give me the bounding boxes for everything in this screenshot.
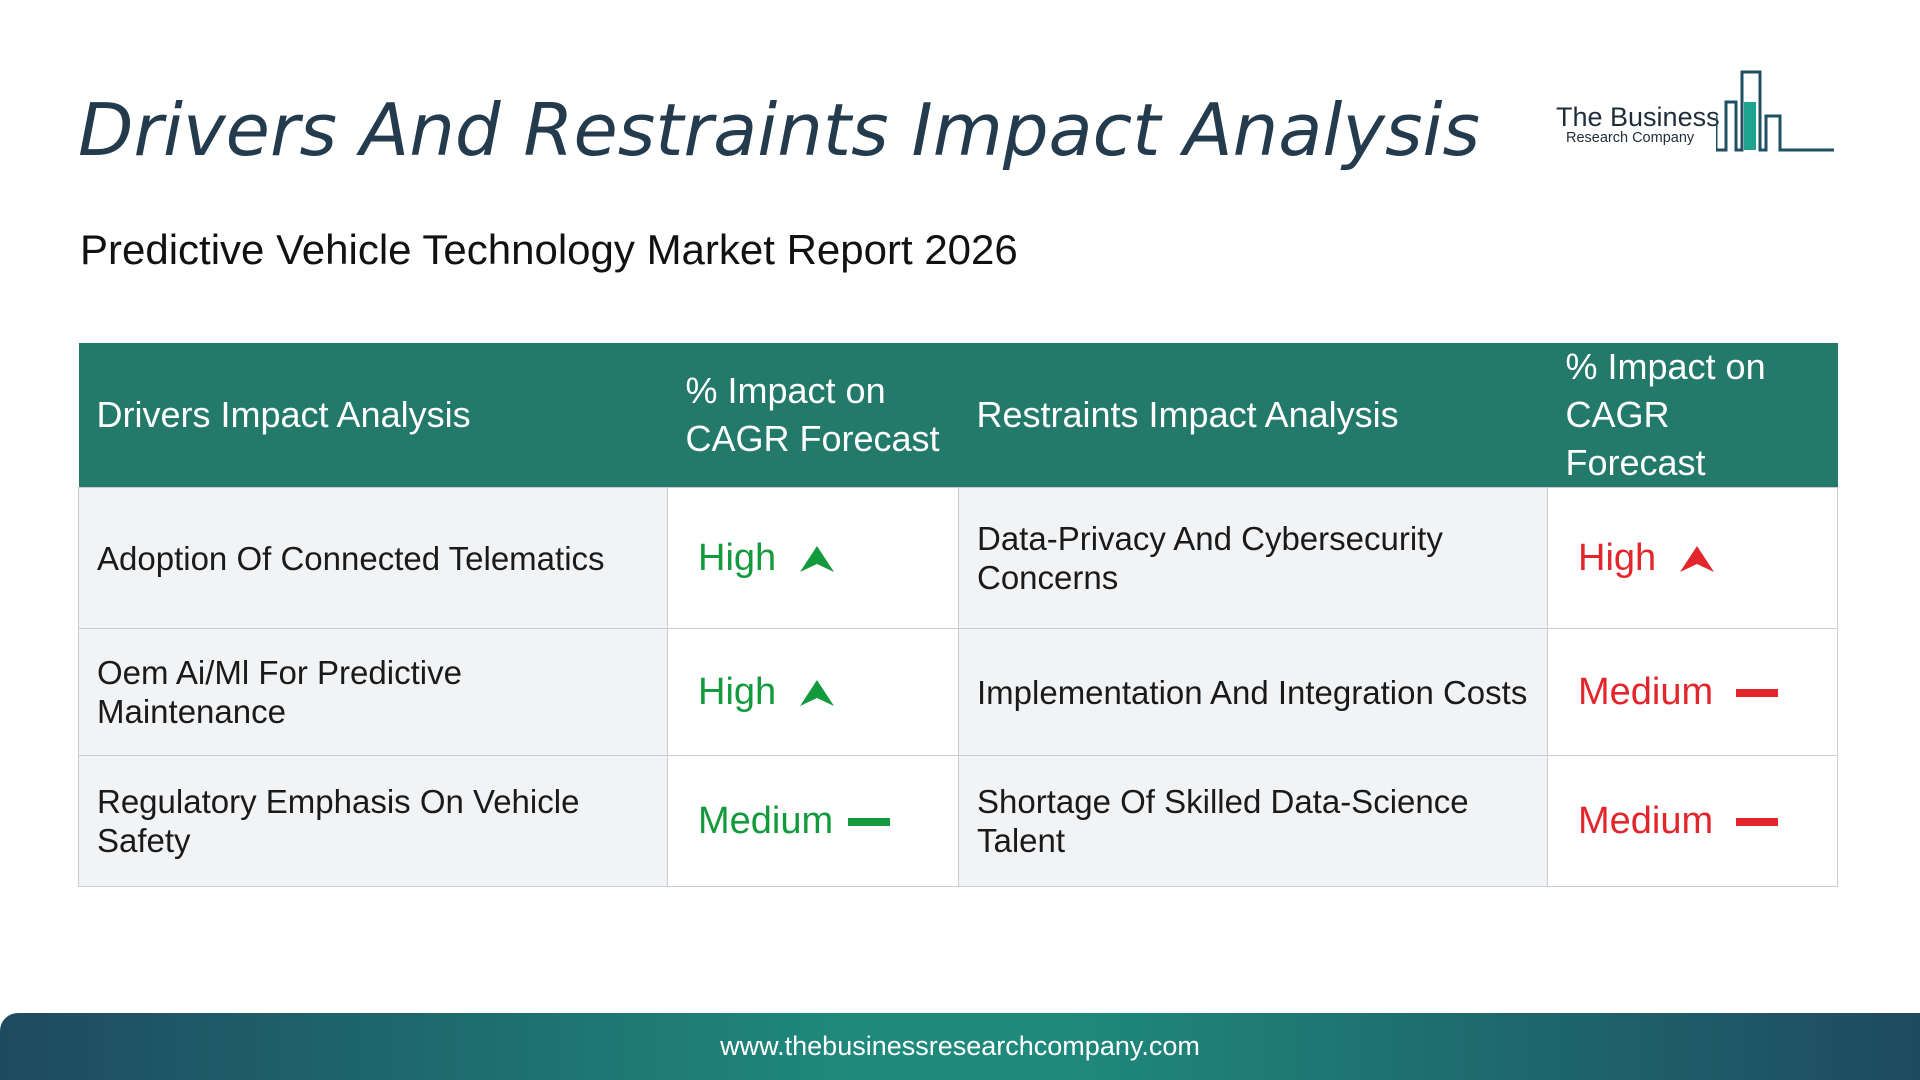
report-subtitle: Predictive Vehicle Technology Market Rep…	[80, 226, 1018, 273]
restraint-cell: Data-Privacy And Cybersecurity Concerns	[958, 487, 1548, 629]
table-row: Adoption Of Connected Telematics High Da…	[78, 487, 1838, 629]
driver-cell: Adoption Of Connected Telematics	[78, 487, 668, 629]
col-header-drivers: Drivers Impact Analysis	[78, 343, 668, 488]
table-header-row: Drivers Impact Analysis % Impact on CAGR…	[78, 343, 1838, 488]
driver-impact-cell: High	[667, 628, 959, 756]
col-header-driver-impact: % Impact on CAGR Forecast	[667, 343, 959, 488]
restraint-cell: Shortage Of Skilled Data-Science Talent	[958, 755, 1548, 887]
logo-name: The Business	[1556, 102, 1720, 132]
dash-icon	[1735, 817, 1778, 826]
up-arrow-icon	[1679, 545, 1714, 572]
restraint-impact-cell: High	[1547, 487, 1838, 629]
restraint-impact-level: High	[1578, 537, 1657, 580]
page-title: Drivers And Restraints Impact Analysis	[78, 88, 1481, 172]
driver-cell: Regulatory Emphasis On Vehicle Safety	[78, 755, 668, 887]
restraint-impact-cell: Medium	[1547, 755, 1838, 887]
restraint-impact-level: Medium	[1578, 800, 1714, 843]
logo-tagline: Research Company	[1566, 130, 1695, 146]
table-row: Oem Ai/Ml For Predictive Maintenance Hig…	[78, 628, 1838, 756]
col-header-restraint-impact: % Impact on CAGR Forecast	[1547, 343, 1838, 488]
up-arrow-icon	[799, 545, 834, 572]
driver-impact-cell: Medium	[667, 755, 959, 887]
driver-impact-cell: High	[667, 487, 959, 629]
table-row: Regulatory Emphasis On Vehicle Safety Me…	[78, 755, 1838, 887]
company-logo: The Business Research Company	[1556, 66, 1836, 156]
footer-bar: www.thebusinessresearchcompany.com	[0, 1013, 1920, 1080]
dash-icon	[847, 817, 890, 826]
building-bars-icon	[1716, 70, 1834, 152]
driver-impact-level: High	[698, 671, 777, 714]
restraint-impact-cell: Medium	[1547, 628, 1838, 756]
driver-impact-level: High	[698, 537, 777, 580]
dash-icon	[1735, 688, 1778, 697]
restraint-impact-level: Medium	[1578, 671, 1714, 714]
impact-table: Drivers Impact Analysis % Impact on CAGR…	[78, 343, 1838, 887]
driver-impact-level: Medium	[698, 800, 834, 843]
col-header-restraints: Restraints Impact Analysis	[958, 343, 1548, 488]
restraint-cell: Implementation And Integration Costs	[958, 628, 1548, 756]
footer-url[interactable]: www.thebusinessresearchcompany.com	[720, 1031, 1200, 1061]
driver-cell: Oem Ai/Ml For Predictive Maintenance	[78, 628, 668, 756]
up-arrow-icon	[799, 679, 834, 706]
